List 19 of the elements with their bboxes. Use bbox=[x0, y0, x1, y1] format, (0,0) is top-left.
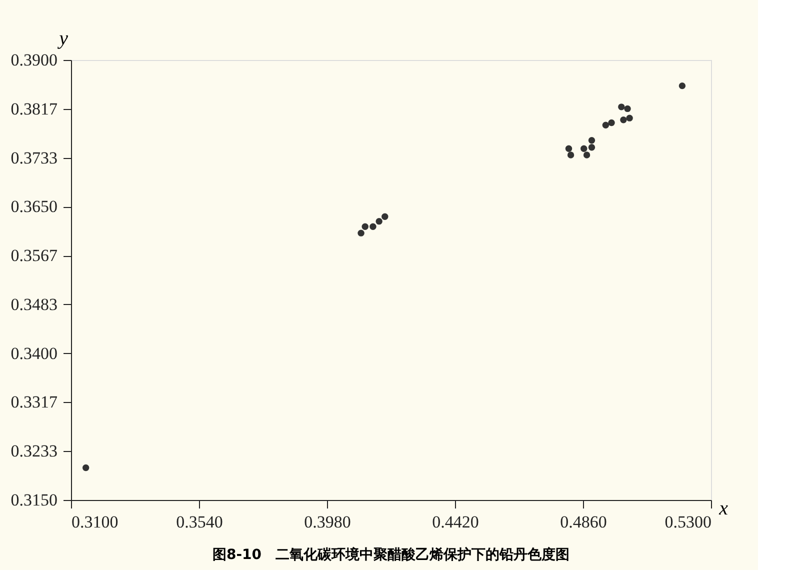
x-tick-label: 0.3980 bbox=[304, 512, 351, 532]
y-tick-label: 0.3733 bbox=[10, 148, 58, 168]
y-tick-label: 0.3150 bbox=[10, 490, 58, 510]
y-tick-label: 0.3817 bbox=[10, 99, 58, 118]
text: 图8-10 二氧化碳环境中聚醋酸乙烯保护下的铅丹色度图 bbox=[212, 546, 570, 563]
y-tick-label: 0.3650 bbox=[10, 197, 58, 216]
x-tick-label: 0.5300 bbox=[664, 512, 712, 532]
x-tick-label: 0.3100 bbox=[72, 512, 118, 532]
y-tick-label: 0.3233 bbox=[10, 442, 58, 461]
y-tick-label: 0.3900 bbox=[10, 50, 58, 70]
y-tick-label: 0.3317 bbox=[10, 392, 58, 412]
x-tick-label: 0.3540 bbox=[176, 512, 223, 532]
y-axis-title: y bbox=[57, 28, 68, 50]
y-tick-label: 0.3400 bbox=[10, 344, 58, 363]
x-axis-title: x bbox=[718, 498, 728, 520]
x-tick-label: 0.4420 bbox=[432, 512, 479, 532]
y-tick-label: 0.3567 bbox=[10, 246, 58, 266]
x-tick-label: 0.4860 bbox=[560, 512, 607, 532]
y-tick-label: 0.3483 bbox=[10, 294, 58, 314]
